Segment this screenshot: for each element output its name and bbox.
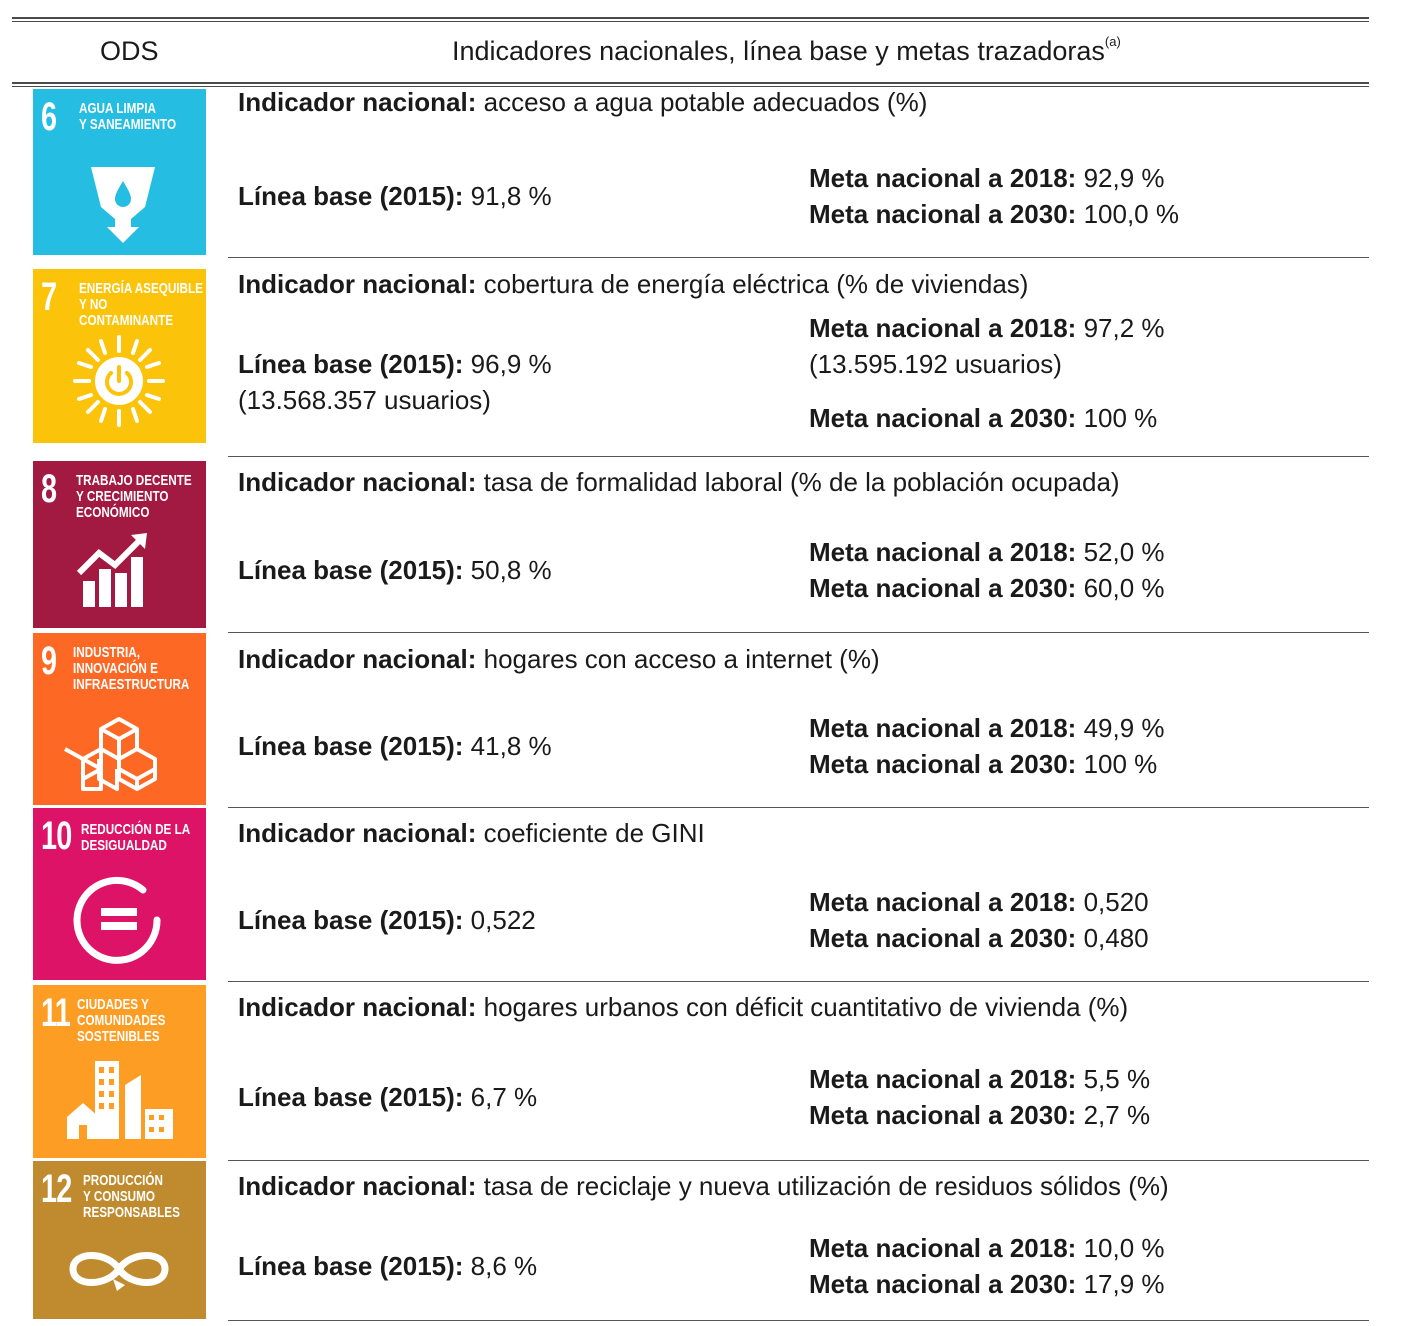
- sdg-tile-9: 9 Industria, innovación e infraestructur…: [33, 633, 206, 805]
- top-rule: [12, 17, 1369, 19]
- header-indicators: Indicadores nacionales, línea base y met…: [452, 34, 1121, 66]
- table-header: ODS Indicadores nacionales, línea base y…: [12, 22, 1369, 82]
- goal-name: Reducción de la desigualdad: [81, 821, 191, 854]
- goal-number: 10: [41, 814, 72, 858]
- goal-name: Trabajo decente y crecimiento económico: [76, 472, 192, 521]
- indicator: Indicador nacional: hogares con acceso a…: [238, 644, 880, 674]
- baseline: Línea base (2015): 8,6 %: [238, 1251, 538, 1281]
- goal-number: 9: [41, 639, 57, 683]
- indicator: Indicador nacional: hogares urbanos con …: [238, 992, 1129, 1022]
- baseline: Línea base (2015): 96,9 %: [238, 349, 552, 379]
- goal-number: 12: [41, 1167, 72, 1211]
- goal-name: Producción y consumo responsables: [83, 1172, 180, 1221]
- target-2030: Meta nacional a 2030: 100 %: [809, 403, 1158, 433]
- row-divider: [228, 257, 1369, 258]
- indicator: Indicador nacional: cobertura de energía…: [238, 269, 1029, 299]
- goal-number: 6: [41, 95, 57, 139]
- growth-chart-icon: [76, 533, 147, 607]
- target-2018: Meta nacional a 2018: 0,520: [809, 887, 1149, 917]
- target-2018: Meta nacional a 2018: 49,9 %: [809, 713, 1165, 743]
- header-rule-thin: [12, 86, 1369, 87]
- baseline: Línea base (2015): 0,522: [238, 905, 536, 935]
- cubes-icon: [64, 717, 157, 791]
- baseline: Línea base (2015): 41,8 %: [238, 731, 552, 761]
- sdg-tile-10: 10 Reducción de la desigualdad: [33, 808, 206, 980]
- equality-icon: [73, 876, 161, 964]
- indicator: Indicador nacional: tasa de formalidad l…: [238, 467, 1120, 497]
- top-rule-thin: [12, 21, 1369, 22]
- footnote-marker: (a): [1104, 34, 1121, 49]
- row-divider: [228, 1320, 1369, 1321]
- sdg-tile-7: 7 Energía asequible y no contaminante: [33, 269, 206, 443]
- row-divider: [228, 981, 1369, 982]
- goal-name: Energía asequible y no contaminante: [79, 280, 203, 329]
- goal-name: Ciudades y comunidades sostenibles: [77, 996, 166, 1045]
- target-2030: Meta nacional a 2030: 2,7 %: [809, 1100, 1151, 1130]
- infinity-icon: [69, 1252, 169, 1291]
- indicator: Indicador nacional: coeficiente de GINI: [238, 818, 705, 848]
- water-icon: [91, 167, 155, 243]
- city-icon: [67, 1061, 173, 1139]
- sdg-tile-12: 12 Producción y consumo responsables: [33, 1161, 206, 1319]
- indicator: Indicador nacional: tasa de reciclaje y …: [238, 1171, 1169, 1201]
- goal-number: 7: [41, 275, 57, 319]
- target-2018: Meta nacional a 2018: 92,9 %: [809, 163, 1165, 193]
- target-2030: Meta nacional a 2030: 17,9 %: [809, 1269, 1165, 1299]
- sdg-tile-11: 11 Ciudades y comunidades sostenibles: [33, 985, 206, 1158]
- row-divider: [228, 456, 1369, 457]
- baseline-users: (13.568.357 usuarios): [238, 385, 491, 415]
- row-divider: [228, 807, 1369, 808]
- target-2018-users: (13.595.192 usuarios): [809, 349, 1062, 379]
- target-2030: Meta nacional a 2030: 60,0 %: [809, 573, 1165, 603]
- sun-power-icon: [73, 335, 165, 427]
- target-2018: Meta nacional a 2018: 97,2 %: [809, 313, 1165, 343]
- target-2030: Meta nacional a 2030: 100 %: [809, 749, 1158, 779]
- header-rule: [12, 82, 1369, 84]
- sdg-tile-6: 6 Agua limpia y saneamiento: [33, 89, 206, 255]
- sdg-tile-8: 8 Trabajo decente y crecimiento económic…: [33, 461, 206, 628]
- row-divider: [228, 632, 1369, 633]
- target-2030: Meta nacional a 2030: 0,480: [809, 923, 1149, 953]
- target-2018: Meta nacional a 2018: 10,0 %: [809, 1233, 1165, 1263]
- baseline: Línea base (2015): 6,7 %: [238, 1082, 538, 1112]
- goal-name: Industria, innovación e infraestructura: [73, 644, 190, 693]
- baseline: Línea base (2015): 50,8 %: [238, 555, 552, 585]
- target-2030: Meta nacional a 2030: 100,0 %: [809, 199, 1179, 229]
- target-2018: Meta nacional a 2018: 5,5 %: [809, 1064, 1151, 1094]
- baseline: Línea base (2015): 91,8 %: [238, 181, 552, 211]
- goal-name: Agua limpia y saneamiento: [79, 100, 177, 133]
- indicator: Indicador nacional: acceso a agua potabl…: [238, 87, 928, 117]
- row-divider: [228, 1160, 1369, 1161]
- goal-number: 8: [41, 467, 57, 511]
- goal-number: 11: [41, 991, 71, 1035]
- target-2018: Meta nacional a 2018: 52,0 %: [809, 537, 1165, 567]
- header-ods: ODS: [100, 36, 159, 66]
